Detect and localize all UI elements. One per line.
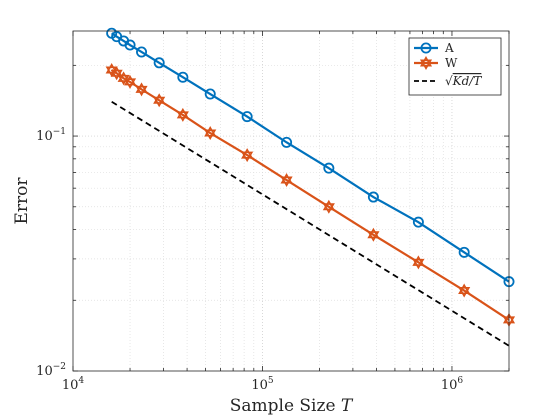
data-point (412, 255, 425, 270)
data-point (136, 46, 148, 58)
legend-marker (420, 42, 432, 54)
data-point (204, 88, 216, 100)
y-tick-label: 10−2 (36, 362, 66, 379)
data-point (281, 136, 293, 148)
data-point (110, 66, 123, 81)
legend-marker (419, 56, 433, 71)
plot-frame (72, 30, 510, 372)
data-point (241, 111, 253, 123)
legend-entry: √Kd/T (414, 74, 482, 88)
legend-label: A (444, 41, 454, 55)
data-point (412, 216, 424, 228)
x-axis-label: Sample Size T (230, 396, 354, 416)
x-tick-label: 106 (441, 376, 464, 393)
ticks: 104 105 106 10−2 10−1 (36, 31, 510, 393)
data-point (153, 93, 166, 108)
grid (73, 31, 509, 371)
data-point (124, 39, 136, 51)
data-point (177, 71, 189, 83)
legend-label: W (445, 56, 458, 70)
y-tick-label: 10−1 (36, 127, 66, 144)
x-tick-label: 105 (251, 376, 274, 393)
series-1 (106, 27, 515, 288)
legend-entry: A (414, 41, 454, 55)
legend-label: √Kd/T (445, 74, 482, 88)
data-point (280, 173, 293, 188)
data-point (367, 227, 380, 242)
x-axis-label-variable: T (341, 396, 354, 416)
x-tick-label: 104 (62, 376, 85, 393)
y-axis-label: Error (12, 177, 32, 225)
data-point (458, 246, 470, 258)
data-point (367, 191, 379, 203)
data-point (322, 199, 335, 214)
series-2 (105, 63, 516, 327)
data-point (204, 126, 217, 141)
series-line (111, 100, 510, 347)
data-point (458, 283, 471, 298)
legend-entry: W (414, 56, 458, 71)
data-point (135, 82, 148, 97)
series-layer (105, 27, 516, 347)
data-point (241, 148, 254, 163)
data-point (123, 74, 137, 89)
data-point (323, 162, 335, 174)
series-3 (111, 100, 510, 347)
data-point (153, 57, 165, 69)
data-point (176, 107, 189, 122)
series-line (111, 69, 510, 321)
legend: AW √Kd/T (408, 37, 502, 96)
